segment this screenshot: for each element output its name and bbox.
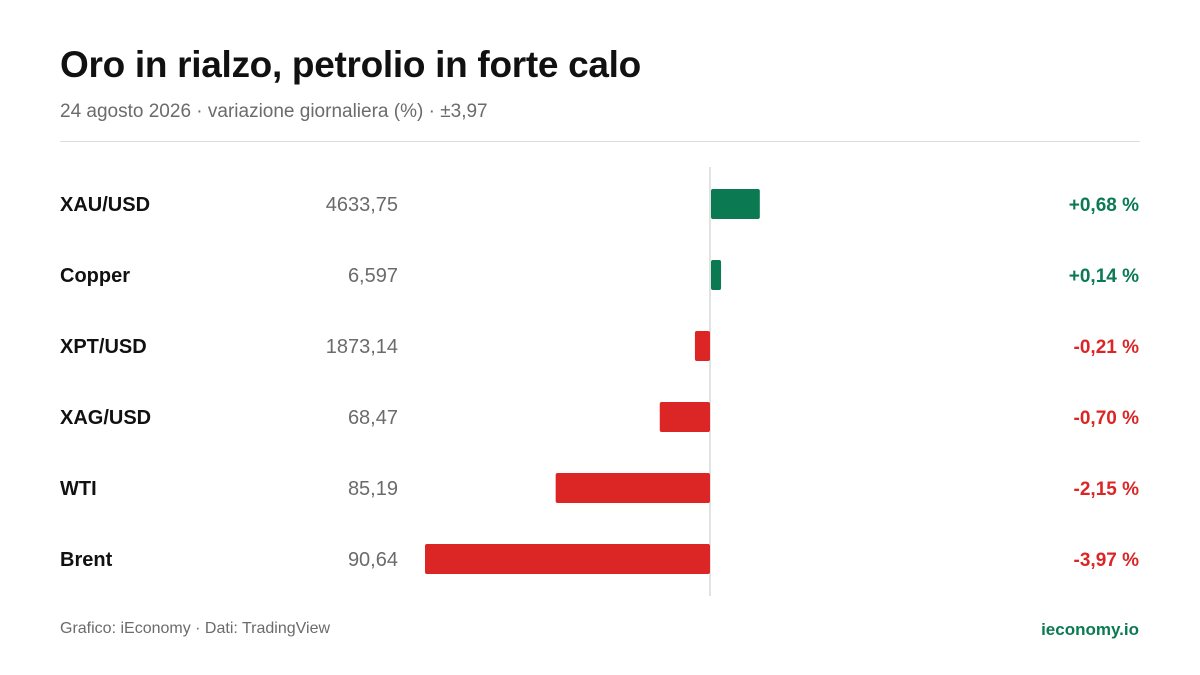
value-label: -0,21 % — [1074, 337, 1140, 358]
chart-title: Oro in rialzo, petrolio in forte calo — [60, 44, 641, 85]
category-label: Brent — [60, 549, 113, 571]
brand-link[interactable]: ieconomy.io — [1041, 620, 1139, 639]
bar — [425, 544, 710, 574]
price-label: 90,64 — [348, 549, 398, 571]
price-label: 68,47 — [348, 407, 398, 429]
bar — [659, 402, 710, 432]
value-label: -3,97 % — [1074, 550, 1140, 571]
category-label: XAG/USD — [60, 407, 151, 429]
chart-subtitle: 24 agosto 2026 · variazione giornaliera … — [60, 101, 488, 122]
price-label: 6,597 — [348, 265, 398, 287]
price-label: 85,19 — [348, 478, 398, 500]
bar — [694, 331, 710, 361]
value-label: -0,70 % — [1074, 408, 1140, 429]
price-label: 4633,75 — [326, 194, 398, 216]
bar — [711, 260, 722, 290]
source-credit: Grafico: iEconomy · Dati: TradingView — [60, 620, 331, 637]
price-label: 1873,14 — [326, 336, 398, 358]
category-label: XPT/USD — [60, 336, 147, 358]
category-label: WTI — [60, 478, 97, 500]
value-label: +0,68 % — [1069, 195, 1139, 216]
value-label: -2,15 % — [1074, 479, 1140, 500]
category-label: XAU/USD — [60, 194, 150, 216]
bar — [711, 189, 760, 219]
bar — [555, 473, 710, 503]
category-label: Copper — [60, 265, 130, 287]
header-divider — [60, 141, 1140, 142]
value-label: +0,14 % — [1069, 266, 1139, 287]
